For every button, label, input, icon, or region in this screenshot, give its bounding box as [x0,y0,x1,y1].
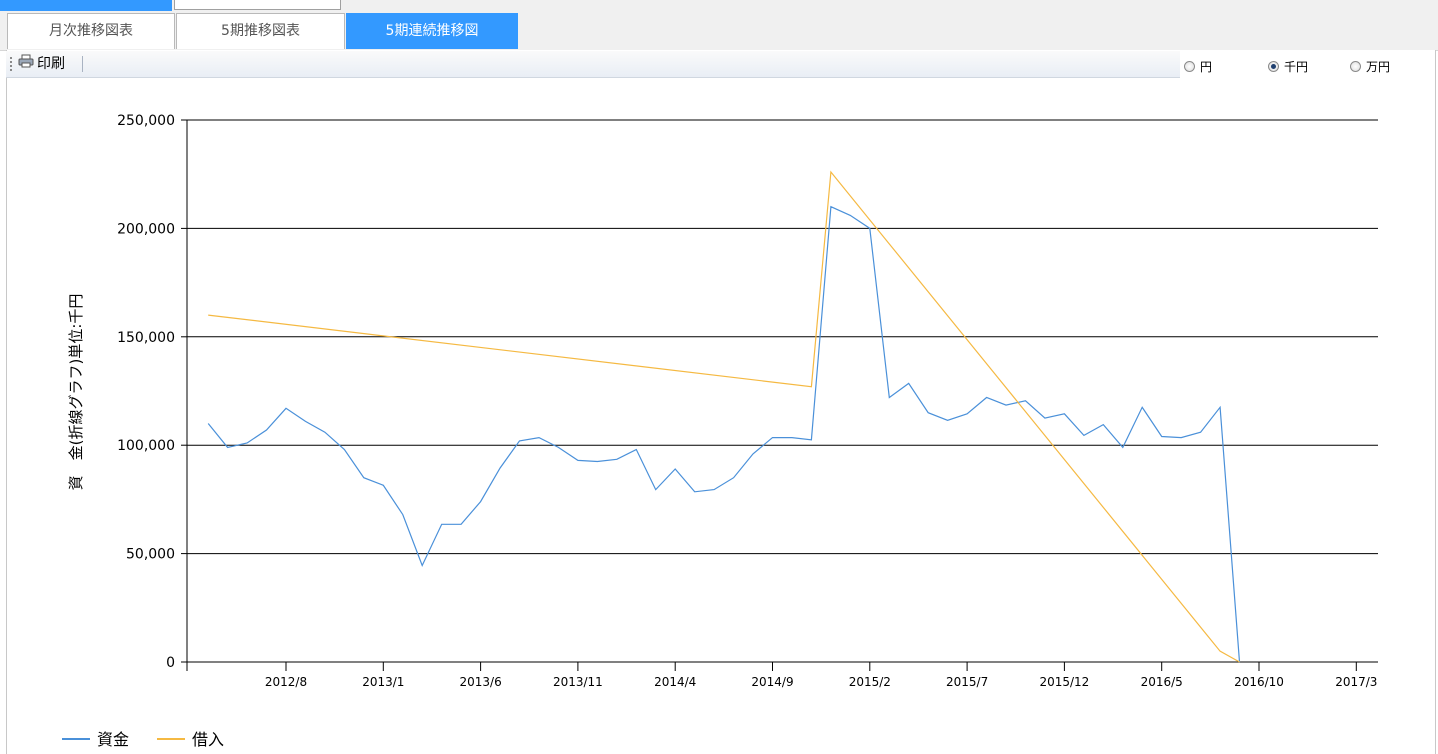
toolbar: 印刷 [6,51,1180,78]
parent-tab[interactable] [174,0,341,10]
series-line-borrowing [208,170,1240,663]
legend: 資金 借入 [62,730,224,749]
grid-lines [187,119,1378,555]
x-tick-label: 2014/9 [751,675,793,689]
y-tick-label: 100,000 [117,438,175,454]
x-tick-label: 2014/4 [654,675,696,689]
x-tick-label: 2016/5 [1141,675,1183,689]
parent-tab-active[interactable] [0,0,172,11]
x-tick-label: 2013/11 [553,675,603,689]
x-tick-label: 2015/7 [946,675,988,689]
top-tab-strip [0,0,1438,11]
toolbar-separator [82,56,83,72]
toolbar-grip[interactable] [10,57,12,71]
unit-radio-yen[interactable]: 円 [1184,58,1212,76]
x-tick-label: 2015/2 [849,675,891,689]
printer-icon [18,54,34,74]
y-tick-label: 50,000 [126,547,175,563]
print-label: 印刷 [37,56,65,72]
unit-label-thousand-yen: 千円 [1284,60,1309,74]
radio-selected-icon [1268,61,1279,72]
axis-labels: 0 50,000 100,000 150,000 200,000 250,000 2012/… [117,113,1377,689]
x-tick-label: 2013/6 [459,675,501,689]
unit-radio-thousand-yen[interactable]: 千円 [1268,58,1308,76]
unit-label-ten-thousand-yen: 万円 [1366,60,1391,74]
tab-five-period-continuous[interactable]: 5期連続推移図 [346,13,518,49]
x-tick-label: 2016/10 [1234,675,1284,689]
y-tick-label: 0 [166,655,175,671]
y-tick-label: 250,000 [117,113,175,129]
chart-panel [6,50,1436,754]
series-line-funds [207,205,1241,663]
radio-circle-icon [1350,61,1361,72]
y-axis-title: 資 金(折線グラフ)単位:千円 [67,294,85,491]
tab-five-period-chart[interactable]: 5期推移図表 [176,13,345,49]
unit-label-yen: 円 [1200,60,1213,74]
radio-circle-icon [1184,61,1195,72]
tab-monthly-chart[interactable]: 月次推移図表 [7,13,175,49]
y-tick-label: 200,000 [117,221,175,237]
x-tick-label: 2015/12 [1039,675,1089,689]
series-lines [207,170,1241,663]
y-tick-label: 150,000 [117,330,175,346]
x-tick-label: 2017/3 [1335,675,1377,689]
x-tick-label: 2013/1 [362,675,404,689]
legend-label: 借入 [192,730,224,749]
axes [181,119,1378,671]
legend-label: 資金 [97,730,129,749]
print-button[interactable]: 印刷 [18,54,65,74]
unit-radio-ten-thousand-yen[interactable]: 万円 [1350,58,1390,76]
x-tick-label: 2012/8 [265,675,307,689]
